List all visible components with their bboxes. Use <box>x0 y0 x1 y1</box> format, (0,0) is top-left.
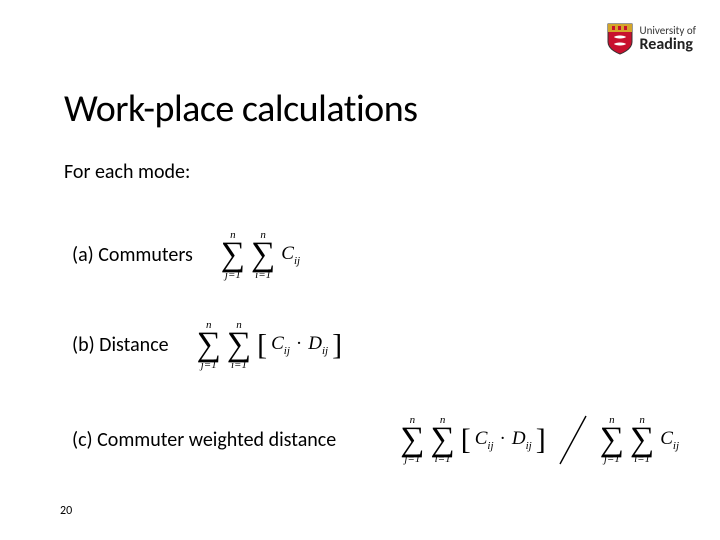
slide-subtitle: For each mode: <box>64 160 190 184</box>
formula-c: n ∑ j=1 n ∑ i=1 [ Cij · Dij ] <box>400 412 679 468</box>
sigma-icon: ∑ <box>251 241 275 270</box>
sigma-icon: ∑ <box>430 426 454 455</box>
sigma-icon: ∑ <box>600 426 624 455</box>
slide: University of Reading Work-place calcula… <box>0 0 720 540</box>
slide-title: Work-place calculations <box>64 86 418 132</box>
outer-sum-a: n ∑ j=1 <box>221 230 247 281</box>
inner-sum-a: n ∑ i=1 <box>251 230 277 281</box>
sigma-icon: ∑ <box>227 331 251 360</box>
row-commuters: (a) Commuters n ∑ j=1 n ∑ i=1 Cij <box>72 230 300 281</box>
formula-a: n ∑ j=1 n ∑ i=1 Cij <box>221 230 300 281</box>
term-c-b: Cij <box>271 333 290 354</box>
sigma-icon: ∑ <box>400 426 424 455</box>
num-inner-sum-c: n ∑ i=1 <box>430 415 456 466</box>
sigma-icon: ∑ <box>630 426 654 455</box>
formula-b: n ∑ j=1 n ∑ i=1 [ Cij · Dij ] <box>197 320 343 371</box>
den-inner-sum-c: n ∑ i=1 <box>630 415 656 466</box>
label-b: (b) Distance <box>72 333 169 357</box>
university-line2: Reading <box>640 36 696 54</box>
university-logo: University of Reading <box>606 22 696 56</box>
crest-icon <box>606 22 634 56</box>
divide-slash-icon <box>554 412 592 468</box>
page-number: 20 <box>60 504 72 518</box>
outer-sum-b: n ∑ j=1 <box>197 320 223 371</box>
sigma-icon: ∑ <box>221 241 245 270</box>
inner-sum-b: n ∑ i=1 <box>227 320 253 371</box>
university-name: University of Reading <box>640 25 696 54</box>
num-outer-sum-c: n ∑ j=1 <box>400 415 426 466</box>
label-c: (c) Commuter weighted distance <box>72 428 336 452</box>
sigma-icon: ∑ <box>197 331 221 360</box>
term-d-b: Dij <box>308 333 328 354</box>
row-distance: (b) Distance n ∑ j=1 n ∑ i=1 [ Cij · Dij <box>72 320 342 371</box>
den-outer-sum-c: n ∑ j=1 <box>600 415 626 466</box>
term-c-a: Cij <box>281 243 300 264</box>
label-a: (a) Commuters <box>72 243 193 267</box>
row-weighted-distance: (c) Commuter weighted distance n ∑ j=1 n… <box>72 412 679 468</box>
